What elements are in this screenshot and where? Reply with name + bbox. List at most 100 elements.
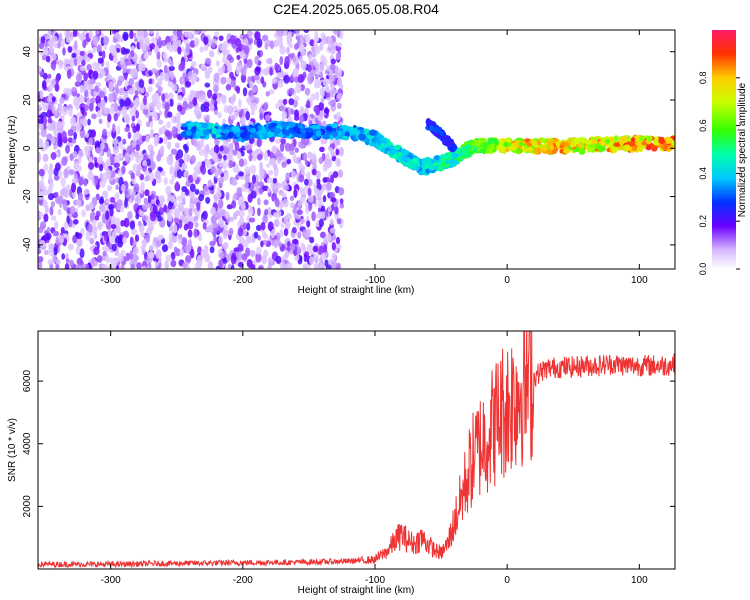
noise-speckle xyxy=(98,118,103,124)
noise-speckle xyxy=(331,253,337,261)
noise-speckle xyxy=(39,211,44,218)
noise-speckle xyxy=(122,31,129,41)
noise-speckle xyxy=(296,246,301,256)
noise-speckle xyxy=(40,111,48,118)
noise-speckle xyxy=(178,218,183,229)
colorbar-tick-label: 0.6 xyxy=(698,119,708,132)
noise-speckle xyxy=(240,116,246,124)
noise-speckle xyxy=(329,191,336,199)
ridge-mark xyxy=(371,142,377,147)
noise-speckle xyxy=(164,72,169,82)
noise-speckle xyxy=(183,170,189,178)
noise-speckle xyxy=(83,188,90,195)
noise-speckle xyxy=(185,254,192,263)
noise-speckle xyxy=(269,40,275,50)
ridge-mark xyxy=(227,131,234,139)
noise-speckle xyxy=(228,143,234,152)
noise-speckle xyxy=(181,262,188,269)
ridge-mark xyxy=(284,130,291,136)
noise-speckle xyxy=(182,72,187,79)
noise-speckle xyxy=(135,170,142,177)
noise-speckle xyxy=(325,85,330,93)
noise-speckle xyxy=(217,168,223,175)
noise-speckle xyxy=(294,147,299,153)
noise-speckle xyxy=(91,129,96,138)
noise-speckle xyxy=(167,57,172,64)
colorbar-tick-label: 0.0 xyxy=(698,263,708,276)
noise-speckle xyxy=(122,236,127,244)
noise-speckle xyxy=(176,30,183,39)
noise-speckle xyxy=(143,53,149,60)
noise-speckle xyxy=(198,148,205,156)
colorbar-axis: 0.0 0.2 0.4 0.6 0.8 xyxy=(698,72,740,276)
noise-speckle xyxy=(140,63,146,72)
noise-speckle xyxy=(92,36,97,46)
noise-speckle xyxy=(324,158,332,169)
noise-speckle xyxy=(115,225,121,234)
noise-speckle xyxy=(266,177,274,184)
noise-speckle xyxy=(213,72,220,83)
noise-speckle xyxy=(85,204,91,212)
noise-speckle xyxy=(241,51,246,60)
ridge-mark xyxy=(376,134,384,139)
noise-speckle xyxy=(217,98,221,104)
noise-speckle xyxy=(98,163,104,172)
noise-speckle xyxy=(151,68,158,74)
noise-speckle xyxy=(325,233,332,243)
spectrogram-x-tick-label: 0 xyxy=(504,275,510,286)
noise-speckle xyxy=(100,99,106,107)
noise-speckle xyxy=(193,215,199,222)
ridge-mark xyxy=(310,124,318,130)
spectrogram-x-tick-label: 100 xyxy=(631,275,648,286)
noise-speckle xyxy=(171,125,177,135)
noise-speckle xyxy=(194,221,199,228)
ridge-mark xyxy=(498,149,506,154)
noise-speckle xyxy=(314,91,320,101)
noise-speckle xyxy=(276,156,282,164)
noise-speckle xyxy=(316,178,321,185)
noise-speckle xyxy=(62,47,66,56)
noise-speckle xyxy=(115,217,121,227)
noise-speckle xyxy=(91,219,97,226)
ridge-mark xyxy=(595,143,602,150)
noise-speckle xyxy=(218,35,224,42)
noise-speckle xyxy=(119,57,124,66)
ridge-mark xyxy=(249,127,257,134)
noise-speckle xyxy=(329,218,334,226)
noise-speckle xyxy=(71,52,77,59)
noise-speckle xyxy=(219,145,224,152)
noise-speckle xyxy=(196,144,201,151)
noise-speckle xyxy=(284,249,289,259)
noise-speckle xyxy=(256,138,262,148)
noise-speckle xyxy=(317,261,323,269)
noise-speckle xyxy=(172,30,177,36)
noise-speckle xyxy=(227,263,232,269)
noise-speckle xyxy=(240,201,246,210)
noise-speckle xyxy=(136,262,142,269)
noise-speckle xyxy=(96,255,103,263)
noise-speckle xyxy=(73,219,79,225)
noise-speckle xyxy=(250,94,256,101)
noise-speckle xyxy=(115,184,120,190)
noise-speckle xyxy=(243,57,248,65)
ridge-mark xyxy=(400,155,409,162)
noise-speckle xyxy=(311,211,316,222)
ridge-mark xyxy=(263,132,268,140)
noise-speckle xyxy=(40,128,47,138)
noise-speckle xyxy=(173,246,178,254)
noise-speckle xyxy=(108,257,114,264)
noise-speckle xyxy=(307,76,314,85)
noise-speckle xyxy=(170,148,178,155)
noise-speckle xyxy=(61,106,69,116)
snr-y-label: SNR (10 * v/v) xyxy=(7,418,18,482)
noise-speckle xyxy=(275,103,281,110)
noise-speckle xyxy=(54,221,59,230)
noise-speckle xyxy=(76,257,83,266)
noise-speckle xyxy=(195,110,202,120)
noise-speckle xyxy=(257,197,261,206)
ridge-mark xyxy=(222,129,228,134)
noise-speckle xyxy=(311,52,317,58)
noise-speckle xyxy=(330,197,337,203)
noise-speckle xyxy=(61,156,68,167)
noise-speckle xyxy=(285,221,291,229)
